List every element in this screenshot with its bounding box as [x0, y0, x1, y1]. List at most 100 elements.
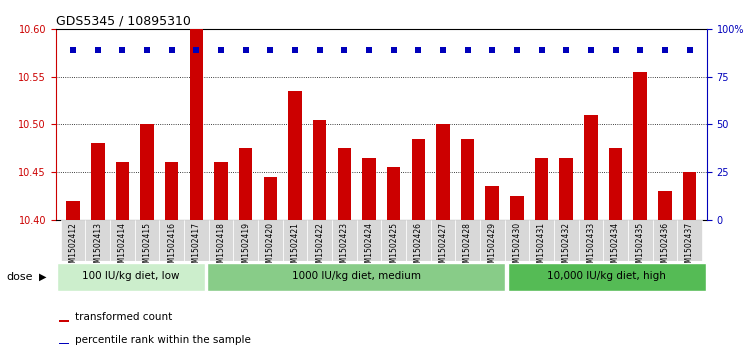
Point — [289, 47, 301, 53]
Bar — [91, 143, 104, 220]
Text: ▶: ▶ — [39, 272, 46, 282]
Text: GSM1502434: GSM1502434 — [611, 222, 620, 273]
Bar — [59, 321, 68, 322]
Bar — [135, 220, 159, 261]
Point — [215, 47, 227, 53]
Bar — [362, 158, 376, 220]
Text: GSM1502413: GSM1502413 — [93, 222, 102, 273]
Point — [141, 47, 153, 53]
Bar — [406, 220, 431, 261]
Bar — [510, 196, 524, 220]
Bar — [658, 191, 672, 220]
Text: 1000 IU/kg diet, medium: 1000 IU/kg diet, medium — [292, 271, 421, 281]
Text: transformed count: transformed count — [75, 312, 173, 322]
Text: GSM1502421: GSM1502421 — [290, 222, 300, 273]
Point — [511, 47, 523, 53]
Bar — [504, 220, 529, 261]
Point — [166, 47, 178, 53]
Bar — [190, 29, 203, 220]
Text: GSM1502426: GSM1502426 — [414, 222, 423, 273]
Text: GSM1502412: GSM1502412 — [68, 222, 77, 273]
Point — [609, 47, 621, 53]
Text: GSM1502435: GSM1502435 — [635, 222, 645, 273]
Text: percentile rank within the sample: percentile rank within the sample — [75, 335, 251, 345]
Bar — [110, 220, 135, 261]
Point — [339, 47, 350, 53]
Text: GSM1502417: GSM1502417 — [192, 222, 201, 273]
Text: GSM1502436: GSM1502436 — [661, 222, 670, 273]
Bar — [263, 177, 277, 220]
Point — [659, 47, 671, 53]
Text: GSM1502433: GSM1502433 — [586, 222, 595, 273]
Point — [264, 47, 276, 53]
Point — [536, 47, 548, 53]
Point — [462, 47, 474, 53]
Text: 100 IU/kg diet, low: 100 IU/kg diet, low — [82, 271, 179, 281]
Bar — [159, 220, 184, 261]
Bar — [683, 172, 696, 220]
Bar — [411, 139, 425, 220]
FancyBboxPatch shape — [507, 263, 705, 291]
Text: GSM1502427: GSM1502427 — [438, 222, 447, 273]
Bar — [214, 162, 228, 220]
Bar — [283, 220, 307, 261]
Bar — [584, 115, 597, 220]
Bar — [258, 220, 283, 261]
Point — [560, 47, 572, 53]
Point — [190, 47, 202, 53]
Bar — [239, 148, 252, 220]
Text: GSM1502432: GSM1502432 — [562, 222, 571, 273]
Point — [67, 47, 79, 53]
Point — [92, 47, 103, 53]
Bar — [579, 220, 603, 261]
Bar — [431, 220, 455, 261]
Bar — [115, 162, 129, 220]
Text: GSM1502428: GSM1502428 — [463, 222, 472, 273]
Bar — [382, 220, 406, 261]
Bar — [66, 200, 80, 220]
Bar — [461, 139, 475, 220]
Bar — [486, 186, 499, 220]
Point — [684, 47, 696, 53]
Bar — [529, 220, 554, 261]
Point — [437, 47, 449, 53]
Text: GSM1502416: GSM1502416 — [167, 222, 176, 273]
Text: GSM1502430: GSM1502430 — [513, 222, 522, 273]
Text: GSM1502429: GSM1502429 — [488, 222, 497, 273]
Text: GSM1502418: GSM1502418 — [217, 222, 225, 273]
Bar — [338, 148, 351, 220]
Text: GDS5345 / 10895310: GDS5345 / 10895310 — [56, 15, 190, 28]
Text: GSM1502431: GSM1502431 — [537, 222, 546, 273]
Text: GSM1502425: GSM1502425 — [389, 222, 398, 273]
Text: 10,000 IU/kg diet, high: 10,000 IU/kg diet, high — [547, 271, 666, 281]
Bar — [603, 220, 628, 261]
Bar — [559, 158, 573, 220]
Bar — [165, 162, 179, 220]
Bar — [628, 220, 652, 261]
Text: GSM1502415: GSM1502415 — [143, 222, 152, 273]
Text: GSM1502437: GSM1502437 — [685, 222, 694, 273]
Point — [363, 47, 375, 53]
Bar — [356, 220, 382, 261]
Bar — [141, 124, 154, 220]
Bar — [86, 220, 110, 261]
Bar — [208, 220, 234, 261]
Text: GSM1502419: GSM1502419 — [241, 222, 250, 273]
Text: GSM1502423: GSM1502423 — [340, 222, 349, 273]
Bar — [480, 220, 504, 261]
Text: dose: dose — [6, 272, 33, 282]
Bar — [633, 72, 647, 220]
Bar — [677, 220, 702, 261]
Point — [585, 47, 597, 53]
Bar — [313, 119, 327, 220]
Point — [116, 47, 128, 53]
Bar — [184, 220, 208, 261]
Bar — [307, 220, 332, 261]
Point — [487, 47, 498, 53]
Point — [314, 47, 326, 53]
Bar — [387, 167, 400, 220]
Point — [240, 47, 251, 53]
Bar — [234, 220, 258, 261]
Bar — [436, 124, 449, 220]
Point — [388, 47, 400, 53]
